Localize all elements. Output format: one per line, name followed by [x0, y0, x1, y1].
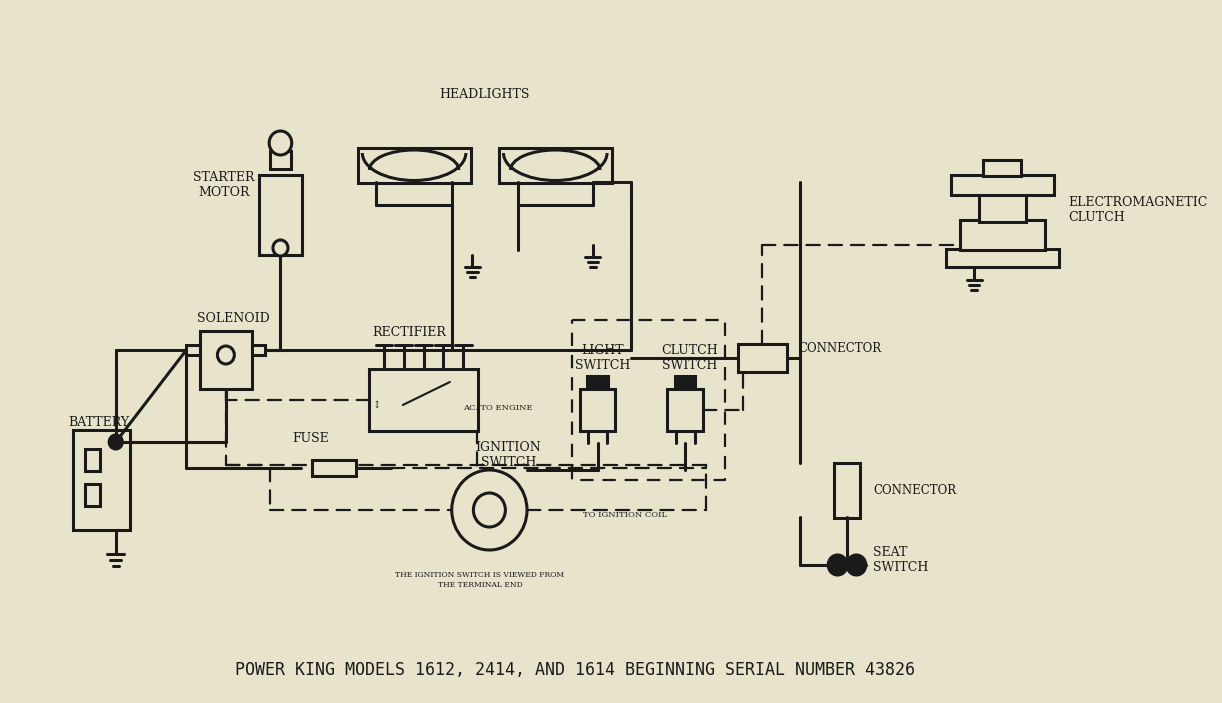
Text: ↕: ↕ [373, 401, 380, 410]
Text: THE IGNITION SWITCH IS VIEWED FROM
THE TERMINAL END: THE IGNITION SWITCH IS VIEWED FROM THE T… [396, 572, 565, 588]
Text: ELECTROMAGNETIC
CLUTCH: ELECTROMAGNETIC CLUTCH [1068, 196, 1207, 224]
Bar [186, 345, 199, 355]
Text: FUSE: FUSE [292, 432, 329, 444]
Bar [667, 389, 703, 431]
Bar [200, 331, 252, 389]
Bar [313, 460, 356, 476]
Circle shape [473, 493, 506, 527]
Text: CONNECTOR: CONNECTOR [874, 484, 957, 496]
Text: IGNITION
SWITCH: IGNITION SWITCH [475, 441, 541, 469]
Bar [579, 389, 616, 431]
Bar [252, 345, 265, 355]
Text: CONNECTOR: CONNECTOR [798, 342, 881, 354]
Text: BATTERY: BATTERY [68, 415, 130, 429]
Circle shape [109, 435, 122, 449]
Text: SOLENOID: SOLENOID [197, 311, 270, 325]
Bar [833, 463, 860, 517]
Text: SEAT
SWITCH: SEAT SWITCH [874, 546, 929, 574]
Bar [951, 175, 1055, 195]
Text: CLUTCH
SWITCH: CLUTCH SWITCH [661, 344, 719, 372]
Bar [369, 369, 478, 431]
Text: POWER KING MODELS 1612, 2414, AND 1614 BEGINNING SERIAL NUMBER 43826: POWER KING MODELS 1612, 2414, AND 1614 B… [235, 661, 915, 679]
Text: AC. TO ENGINE: AC. TO ENGINE [463, 404, 533, 412]
Bar [358, 148, 470, 183]
Circle shape [452, 470, 527, 550]
Bar [73, 430, 130, 530]
Bar [84, 449, 100, 471]
Bar [675, 376, 695, 388]
Bar [259, 175, 302, 255]
Circle shape [218, 346, 235, 364]
Bar [946, 249, 1058, 267]
Bar [270, 151, 291, 169]
Circle shape [847, 555, 866, 575]
Bar [588, 376, 609, 388]
Text: LIGHT
SWITCH: LIGHT SWITCH [574, 344, 631, 372]
Bar [984, 160, 1022, 176]
Bar [979, 194, 1025, 222]
Bar [960, 220, 1045, 250]
Text: HEADLIGHTS: HEADLIGHTS [440, 89, 530, 101]
Text: RECTIFIER: RECTIFIER [373, 325, 446, 339]
Circle shape [269, 131, 292, 155]
Circle shape [829, 555, 847, 575]
Text: STARTER
MOTOR: STARTER MOTOR [193, 171, 254, 199]
Bar [499, 148, 612, 183]
Text: TO IGNITION COIL: TO IGNITION COIL [583, 511, 667, 519]
Circle shape [273, 240, 288, 256]
Bar [84, 484, 100, 506]
Bar [738, 344, 787, 372]
